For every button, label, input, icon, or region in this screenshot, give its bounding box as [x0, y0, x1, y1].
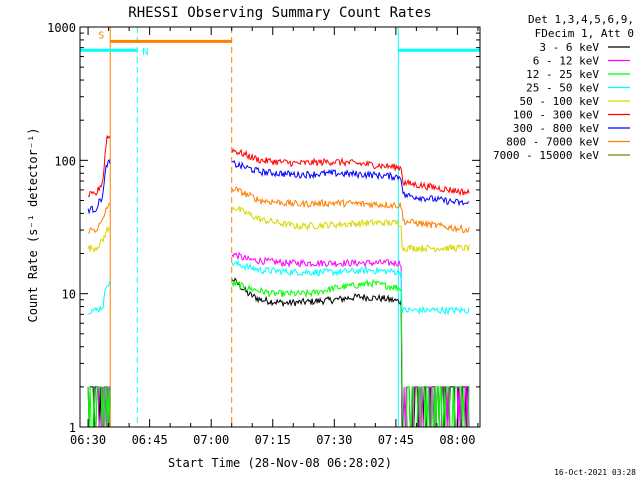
x-tick-label: 06:45: [132, 433, 168, 447]
x-axis-label: Start Time (28-Nov-08 06:28:02): [168, 456, 392, 470]
footer-timestamp: 16-Oct-2021 03:28: [554, 468, 636, 477]
legend-entry-label: 50 - 100 keV: [520, 95, 600, 108]
plot-frame: [79, 26, 481, 428]
legend-entry-label: 100 - 300 keV: [513, 109, 599, 122]
legend-entry-label: 800 - 7000 keV: [506, 136, 599, 149]
series-line: [87, 186, 470, 234]
series-line: [87, 158, 470, 215]
y-tick-label: 100: [54, 154, 76, 168]
state-bar-label: S: [98, 30, 104, 41]
legend-entry-label: 12 - 25 keV: [526, 68, 599, 81]
state-bar-label: N: [142, 47, 148, 58]
series-line: [88, 259, 470, 316]
y-tick-label: 1000: [47, 21, 76, 35]
legend-entry-label: 3 - 6 keV: [539, 41, 599, 54]
x-tick-label: 07:00: [193, 433, 229, 447]
y-tick-label: 10: [62, 288, 76, 302]
axis-ticks: 06:30 06:45 07:00 07:15 07:30 07:45 08:00 1 10 10…: [47, 21, 480, 447]
legend: Det 1,3,4,5,6,9, FDecim 1, Att 0 3 - 6 k…: [493, 13, 634, 162]
legend-header-line: Det 1,3,4,5,6,9,: [528, 13, 634, 26]
y-axis-label: Count Rate (s⁻¹ detector⁻¹): [26, 127, 40, 322]
y-tick-label: 1: [69, 421, 76, 435]
x-tick-label: 06:30: [70, 433, 106, 447]
x-tick-label: 08:00: [439, 433, 475, 447]
x-tick-label: 07:45: [378, 433, 414, 447]
x-tick-label: 07:15: [255, 433, 291, 447]
plot-area: SN: [80, 27, 481, 428]
legend-entry-label: 7000 - 15000 keV: [493, 149, 599, 162]
legend-header-line: FDecim 1, Att 0: [535, 27, 634, 40]
chart-title: RHESSI Observing Summary Count Rates: [128, 5, 431, 21]
legend-entry-label: 300 - 800 keV: [513, 122, 599, 135]
x-tick-label: 07:30: [316, 433, 352, 447]
legend-entry-label: 6 - 12 keV: [533, 55, 600, 68]
series-line: [87, 135, 470, 198]
legend-entry-label: 25 - 50 keV: [526, 82, 599, 95]
series-line: [87, 205, 470, 254]
